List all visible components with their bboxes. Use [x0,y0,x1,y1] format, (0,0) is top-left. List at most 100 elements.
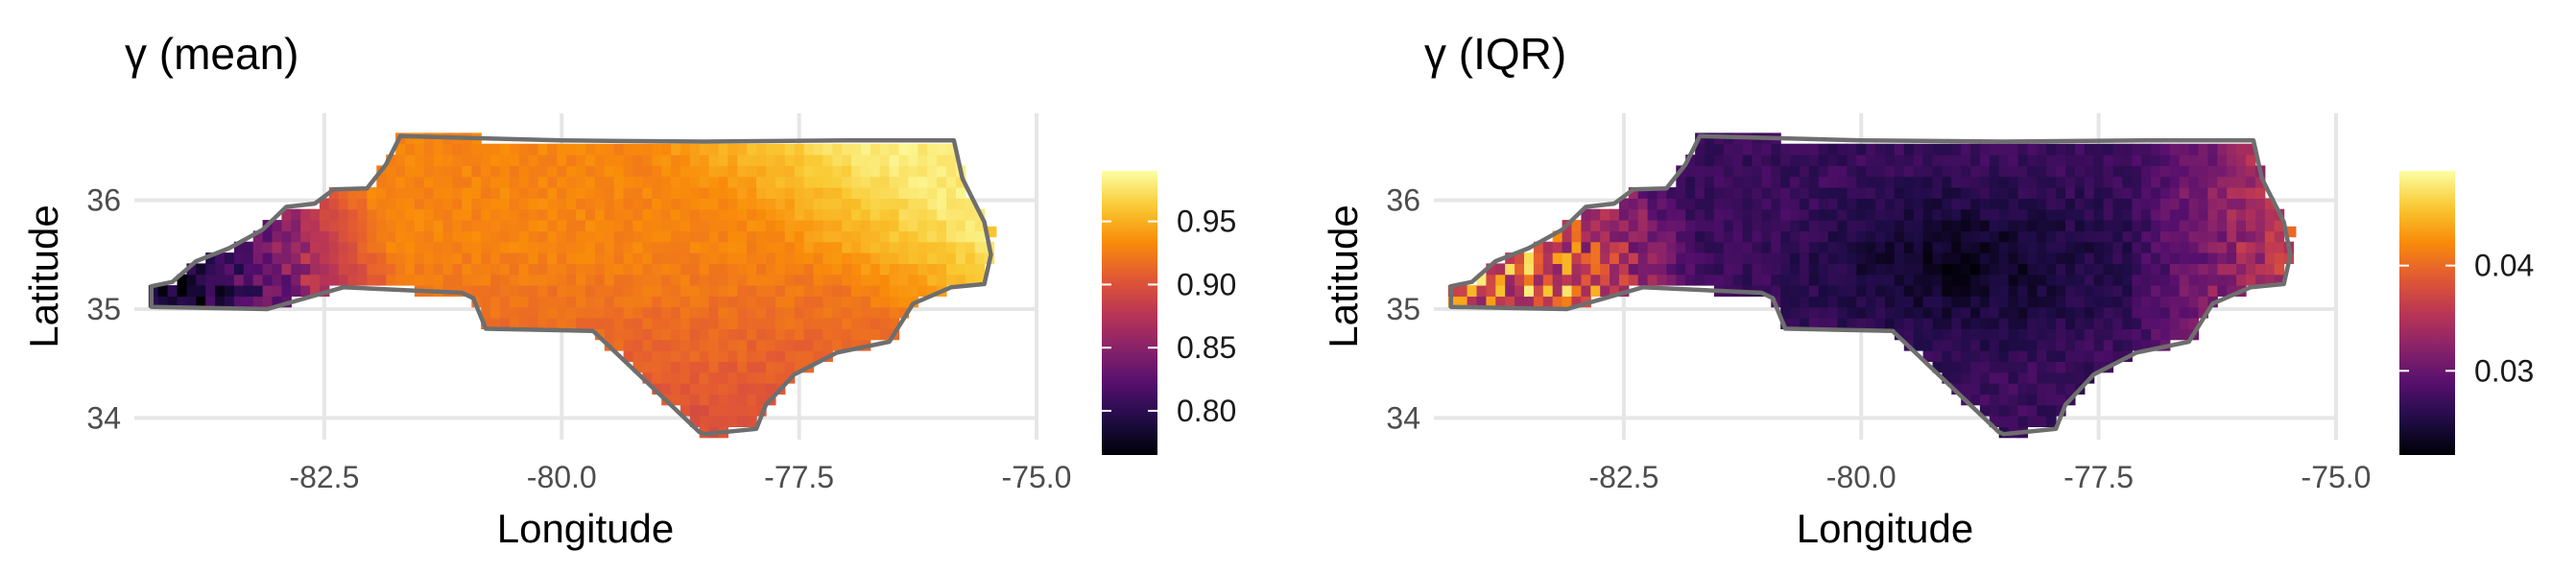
heatmap-cell [784,263,796,276]
heatmap-cell [2207,165,2218,178]
heatmap-cell [1771,285,1781,297]
heatmap-cell [2198,198,2208,210]
heatmap-cell [842,230,852,243]
heatmap-cell [1695,143,1705,156]
heatmap-cell [870,318,881,329]
heatmap-cell [766,165,776,178]
heatmap-cell [1903,263,1915,276]
heatmap-cell [623,252,634,264]
heatmap-cell [955,230,966,243]
heatmap-cell [2027,143,2038,156]
heatmap-cell [2008,208,2019,221]
heatmap-cell [1894,165,1905,178]
heatmap-cell [2246,198,2256,210]
heatmap-cell [908,198,918,210]
heatmap-cell [918,165,928,178]
heatmap-cell [499,187,511,199]
heatmap-cell [1866,143,1876,156]
heatmap-cell [557,274,567,286]
heatmap-cell [1600,274,1610,286]
heatmap-cell [708,198,720,210]
heatmap-cell [2198,252,2208,264]
heatmap-cell [1761,143,1772,156]
heatmap-cell [860,263,871,276]
heatmap-cell [1903,230,1915,243]
heatmap-cell [2112,208,2123,221]
heatmap-cell [775,187,786,199]
heatmap-cell [585,252,596,264]
heatmap-cell [1837,263,1848,276]
heatmap-cell [2188,187,2200,199]
heatmap-cell [2027,198,2038,210]
heatmap-cell [2093,155,2105,166]
heatmap-cell [1685,198,1696,210]
heatmap-cell [2151,241,2161,253]
heatmap-cell [870,143,881,156]
heatmap-cell [642,143,653,156]
heatmap-cell [1827,241,1839,253]
heatmap-cell [442,220,454,231]
heatmap-cell [1723,155,1734,166]
heatmap-cell [2056,252,2066,264]
heatmap-cell [357,274,368,286]
heatmap-cell [471,220,482,231]
heatmap-cell [937,208,947,221]
heatmap-cell [2169,274,2181,286]
heatmap-cell [860,328,871,341]
heatmap-cell [813,252,823,264]
heatmap-cell [813,241,823,253]
heatmap-cell [2227,143,2237,156]
heatmap-cell [376,176,387,188]
heatmap-cell [462,165,472,178]
heatmap-cell [860,176,871,188]
heatmap-cell [376,220,387,231]
heatmap-cell [1647,274,1658,286]
heatmap-cell [1647,198,1658,210]
heatmap-cell [2122,187,2133,199]
heatmap-cell [689,241,701,253]
heatmap-cell [842,155,852,166]
heatmap-cell [1628,241,1639,253]
heatmap-cell [680,383,691,395]
heatmap-cell [632,318,643,329]
heatmap-cell [1903,176,1915,188]
heatmap-cell [1476,296,1487,308]
heatmap-cell [937,241,947,253]
heatmap-cell [623,155,634,166]
heatmap-cell [1922,220,1934,231]
heatmap-cell [462,220,472,231]
heatmap-cell [642,339,653,351]
heatmap-cell [2274,230,2285,243]
heatmap-cell [851,155,862,166]
heatmap-cell [756,285,767,297]
heatmap-cell [547,143,558,156]
heatmap-cell [1998,187,2010,199]
heatmap-cell [1761,176,1772,188]
heatmap-cell [1875,220,1886,231]
heatmap-cell [699,198,710,210]
heatmap-cell [1856,155,1867,166]
heatmap-cell [1780,143,1791,156]
heatmap-cell [699,306,710,319]
heatmap-cell [328,198,340,210]
heatmap-cell [955,263,966,276]
heatmap-cell [2254,220,2266,231]
heatmap-cell [2027,220,2038,231]
heatmap-cell [2141,263,2152,276]
heatmap-cell [1742,165,1753,178]
heatmap-cell [2159,165,2171,178]
heatmap-cell [1705,165,1715,178]
heatmap-cell [1542,252,1554,264]
heatmap-cell [766,339,776,351]
heatmap-cell [898,296,909,308]
heatmap-cell [908,176,918,188]
heatmap-cell [2103,318,2114,329]
heatmap-cell [1979,296,1991,308]
heatmap-cell [537,187,548,199]
heatmap-cell [889,318,900,329]
heatmap-cell [718,274,728,286]
heatmap-cell [2207,208,2218,221]
heatmap-cell [1942,274,1952,286]
heatmap-cell [642,296,653,308]
heatmap-cell [2046,416,2057,427]
